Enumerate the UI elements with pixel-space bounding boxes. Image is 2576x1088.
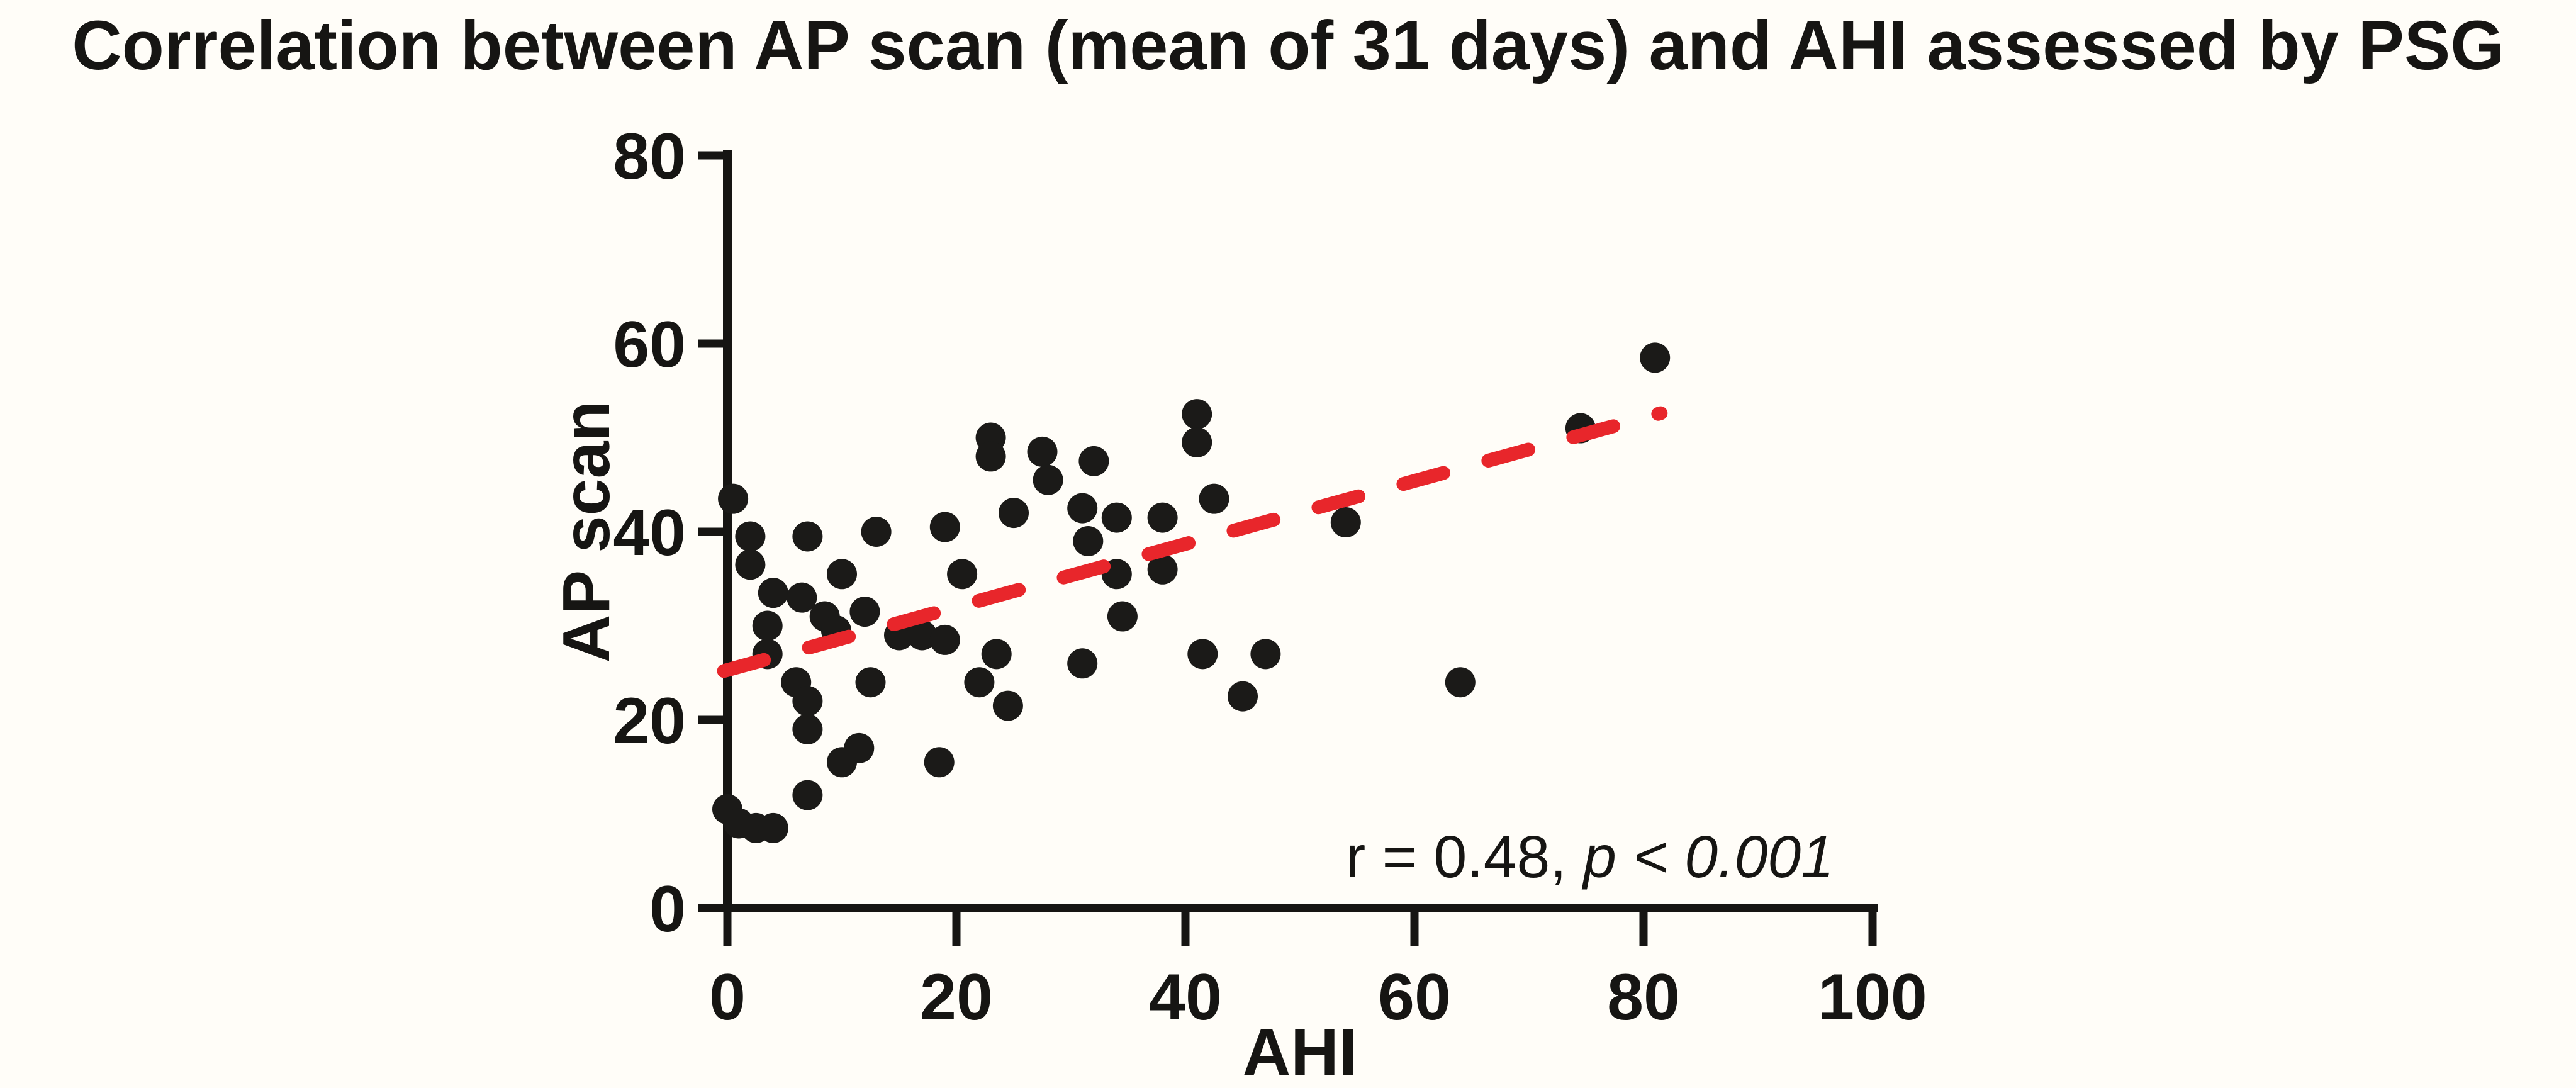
y-tick-group: 0 20 40 60 80 [613, 120, 727, 946]
correlation-annotation: r = 0.48, p < 0.001 [1346, 824, 1834, 890]
data-point [947, 559, 978, 590]
data-point [849, 597, 880, 627]
data-point [855, 667, 886, 698]
data-point [1067, 493, 1098, 524]
data-point [1445, 667, 1476, 698]
data-point [844, 732, 875, 763]
x-tick-label: 20 [920, 961, 993, 1034]
data-point [992, 690, 1023, 721]
y-tick-label: 60 [613, 308, 686, 381]
data-point [735, 549, 766, 580]
data-point [929, 624, 960, 655]
data-point [1027, 436, 1058, 467]
data-point [1187, 639, 1218, 670]
data-point [924, 747, 955, 778]
data-point [792, 714, 823, 744]
y-tick-label: 40 [613, 496, 686, 569]
data-point [1182, 399, 1212, 430]
y-tick-label: 20 [613, 685, 686, 758]
scatter-points [712, 342, 1671, 843]
data-point [787, 582, 817, 613]
data-point [1033, 464, 1063, 495]
data-point [1073, 525, 1104, 556]
data-point [1101, 502, 1132, 533]
x-tick-group: 0 20 40 60 80 100 [709, 908, 1927, 1034]
data-point [1228, 681, 1258, 712]
annotation-p-value: p < 0.001 [1581, 824, 1834, 890]
y-axis: 0 20 40 60 80 AP scan [549, 120, 732, 946]
data-point [981, 639, 1012, 670]
x-tick-label: 60 [1378, 961, 1451, 1034]
data-point [827, 559, 857, 590]
data-point [792, 686, 823, 717]
data-point [735, 521, 766, 552]
x-tick-label: 80 [1607, 961, 1680, 1034]
data-point [718, 483, 749, 514]
x-axis-label: AHI [1243, 1015, 1358, 1088]
data-point [999, 498, 1029, 529]
data-point [1147, 554, 1178, 585]
chart-title: Correlation between AP scan (mean of 31 … [72, 7, 2504, 84]
y-axis-label: AP scan [549, 401, 624, 663]
x-axis: 0 20 40 60 80 100 AHI [709, 904, 1927, 1088]
data-point [1330, 507, 1361, 538]
data-point [907, 620, 938, 651]
y-tick-label: 0 [649, 873, 686, 946]
trend-line [717, 406, 1668, 678]
data-point [861, 517, 892, 547]
data-point [758, 812, 788, 843]
data-point [792, 780, 823, 810]
data-point [792, 521, 823, 552]
data-point [1107, 601, 1138, 632]
x-tick-label: 100 [1818, 961, 1927, 1034]
y-tick-label: 80 [613, 120, 686, 193]
data-point [975, 441, 1006, 472]
annotation-r-value: r = 0.48, [1346, 824, 1584, 890]
data-point [1640, 342, 1671, 373]
data-point [1078, 446, 1109, 476]
data-point [1250, 639, 1281, 670]
data-point [752, 610, 783, 641]
data-point [964, 667, 995, 698]
data-point [1147, 502, 1178, 533]
data-point [758, 578, 788, 608]
data-point [1067, 648, 1098, 679]
data-point [1199, 483, 1229, 514]
data-point [1182, 427, 1212, 457]
x-tick-label: 40 [1149, 961, 1222, 1034]
x-tick-label: 0 [709, 961, 746, 1034]
data-point [929, 512, 960, 542]
